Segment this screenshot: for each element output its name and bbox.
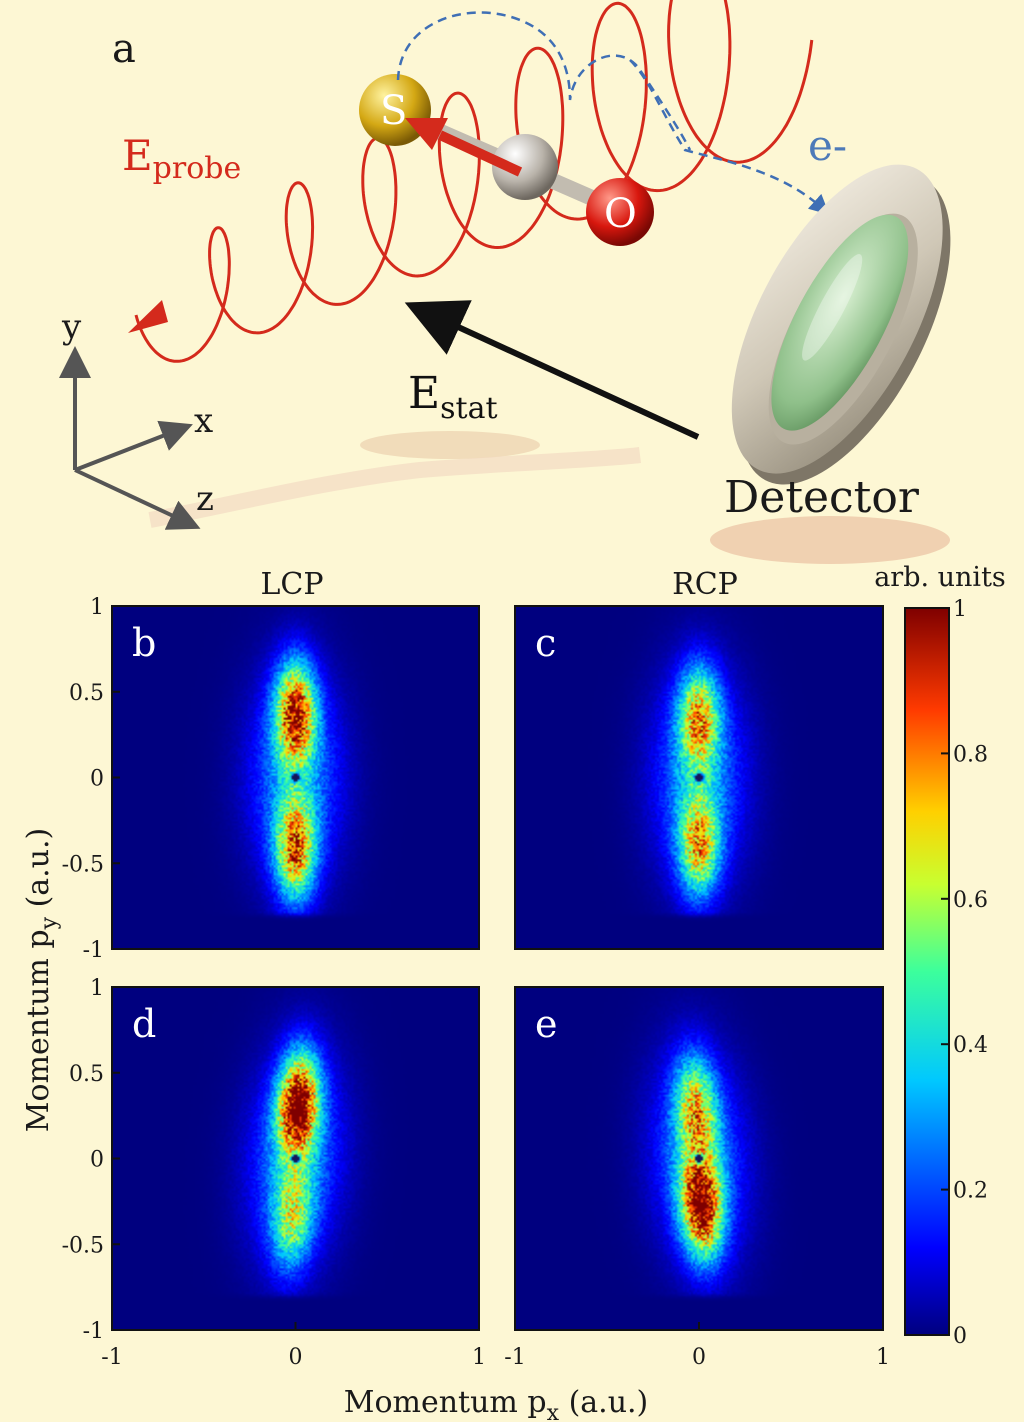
x-tick-label: 0: [692, 1345, 706, 1370]
panel-letter-b: b: [132, 621, 156, 665]
sulfur-label: S: [380, 88, 407, 134]
x-axis-label-main: Momentum p: [344, 1385, 547, 1420]
x-axis-label-sub: x: [547, 1401, 560, 1422]
colorbar-tick-label: 0.8: [953, 742, 988, 767]
x-tick-label: 0: [289, 1345, 303, 1370]
e-stat-arrow: [404, 300, 700, 440]
e-stat-main: E: [408, 368, 440, 419]
y-axis-label: Momentum py (a.u.): [21, 828, 62, 1133]
heatmap-image-d: [112, 987, 479, 1330]
colorbar-ticks: 1 0.8 0.6 0.4 0.2 0: [941, 597, 988, 1349]
heatmap-panel-b: b 1 0.5 0 -0.5 -1: [62, 595, 480, 963]
colorbar-tick-label: 0: [953, 1324, 967, 1349]
y-tick-label: 0: [90, 767, 104, 792]
heatmap-image-e: [515, 987, 883, 1330]
colorbar: arb. units 1 0.8 0.6 0.4 0.2 0: [874, 562, 1006, 1349]
e-stat-sub: stat: [440, 391, 497, 426]
x-tick-label: 1: [876, 1345, 890, 1370]
panel-letter-d: d: [132, 1002, 156, 1046]
y-tick-label: 1: [90, 976, 104, 1001]
y-tick-label: 1: [90, 595, 104, 620]
colorbar-tick-label: 1: [953, 597, 967, 622]
column-title-lcp: LCP: [260, 567, 323, 602]
electron-trajectory-2: [629, 59, 830, 215]
colorbar-gradient: [904, 607, 950, 1336]
floor-shadow-helix: [148, 447, 641, 528]
y-tick-label: -0.5: [62, 852, 104, 877]
panel-letter-c: c: [535, 621, 556, 665]
oxygen-label: O: [604, 191, 637, 237]
y-tick-label: -0.5: [62, 1233, 104, 1258]
dipole-arrow: [437, 130, 523, 177]
oxygen-atom: [586, 178, 654, 246]
x-tick-label: -1: [101, 1345, 122, 1370]
axis-label-z: z: [196, 479, 214, 519]
x-tick-label: -1: [504, 1345, 525, 1370]
e-probe-main: E: [122, 131, 153, 180]
e-probe-sub: probe: [153, 151, 242, 186]
y-tick-label: 0.5: [69, 681, 104, 706]
y-axis-label-unit: (a.u.): [21, 828, 56, 917]
heatmap-image-b: [112, 606, 479, 949]
y-tick-label: -1: [83, 938, 104, 963]
panel-a: a y x z Eprobe S O: [59, 0, 951, 564]
floor-shadow-molecule: [360, 431, 540, 459]
sulfur-atom: [359, 74, 431, 146]
colorbar-tick-label: 0.4: [953, 1033, 988, 1058]
y-tick-label: 0.5: [69, 1062, 104, 1087]
dipole-arrowhead: [405, 118, 448, 150]
heatmap-panel-c: c: [514, 605, 884, 950]
electron-label: e-: [808, 121, 847, 170]
x-axis-label-unit: (a.u.): [559, 1385, 648, 1420]
x-tick-label: 1: [472, 1345, 486, 1370]
electron-trajectory: [396, 11, 692, 151]
colorbar-tick-label: 0.2: [953, 1179, 988, 1204]
x-axis-label: Momentum px (a.u.): [344, 1385, 649, 1422]
panel-letter-e: e: [535, 1002, 558, 1046]
e-probe-label: Eprobe: [122, 131, 241, 186]
axis-label-x: x: [194, 401, 213, 441]
heatmap-panel-e: e -1 0 1: [504, 986, 890, 1370]
detector: [731, 164, 951, 485]
colorbar-title: arb. units: [874, 562, 1006, 593]
detector-label: Detector: [724, 472, 920, 523]
floor-shadow-detector: [710, 516, 950, 564]
y-tick-label: 0: [90, 1148, 104, 1173]
colorbar-tick-label: 0.6: [953, 888, 988, 913]
probe-arrowhead: [128, 300, 168, 333]
ocs-molecule: S O: [359, 74, 654, 246]
y-tick-label: -1: [83, 1319, 104, 1344]
panel-a-letter: a: [112, 26, 136, 72]
y-axis-label-main: Momentum p: [21, 929, 56, 1132]
column-title-rcp: RCP: [672, 567, 738, 602]
heatmap-panel-d: d 1 0.5 0 -0.5 -1-1 0 1: [62, 976, 486, 1370]
probe-helix: [134, 0, 814, 363]
axis-label-y: y: [61, 307, 82, 347]
panel-frame-c: [514, 605, 884, 950]
y-axis-label-sub: y: [37, 916, 62, 930]
e-stat-label: Estat: [408, 368, 498, 426]
carbon-atom: [492, 134, 558, 200]
coordinate-axes: [59, 346, 201, 530]
heatmap-image-c: [515, 606, 883, 949]
